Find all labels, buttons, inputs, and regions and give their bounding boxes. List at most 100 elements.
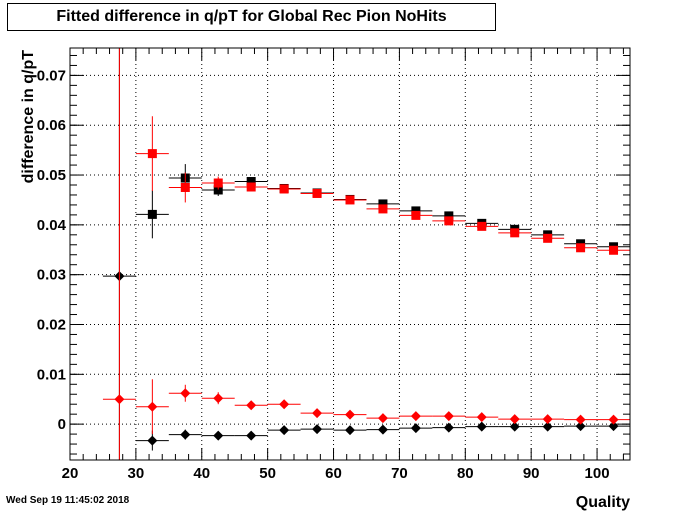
data-point	[168, 429, 202, 440]
data-point	[201, 176, 235, 190]
diamond-marker	[542, 421, 553, 432]
diamond-marker	[345, 409, 355, 420]
square-marker	[510, 228, 520, 238]
data-point	[267, 184, 301, 194]
diamond-marker	[345, 425, 355, 436]
data-point	[564, 243, 598, 253]
data-point	[234, 430, 268, 441]
diamond-marker	[147, 435, 158, 446]
y-tick-label: 0.04	[37, 217, 67, 234]
square-marker	[213, 185, 223, 195]
data-point	[135, 379, 169, 435]
diamond-marker	[608, 421, 619, 432]
chart-title: Fitted difference in q/pT for Global Rec…	[7, 3, 496, 31]
data-point	[168, 172, 202, 203]
square-marker	[609, 245, 619, 255]
diamond-marker	[410, 411, 421, 422]
data-point	[102, 48, 136, 460]
square-marker	[543, 233, 553, 243]
y-axis-title: difference in q/pT	[20, 50, 37, 184]
y-tick-label: 0	[58, 416, 66, 433]
data-point	[135, 116, 169, 191]
square-marker	[180, 182, 190, 192]
data-point	[432, 216, 466, 226]
square-marker	[444, 216, 454, 226]
data-point	[366, 413, 400, 424]
diamond-marker	[377, 424, 388, 435]
square-marker	[411, 210, 421, 220]
data-point	[564, 421, 598, 432]
data-point	[300, 188, 334, 198]
x-tick-label: 100	[585, 465, 610, 482]
square-marker	[147, 149, 157, 159]
diamond-marker	[213, 430, 224, 441]
x-tick-label: 90	[523, 465, 540, 482]
y-tick-label: 0.07	[37, 67, 66, 84]
data-point	[267, 425, 301, 436]
x-axis-title: Quality	[576, 494, 630, 511]
grid	[70, 48, 630, 460]
square-marker	[246, 182, 256, 192]
data-point	[531, 414, 565, 425]
square-marker	[477, 221, 487, 231]
data-point	[333, 409, 367, 420]
diamond-marker	[509, 414, 520, 425]
data-point	[465, 221, 499, 231]
diamond-marker	[180, 388, 191, 399]
x-tick-label: 60	[325, 465, 342, 482]
diamond-marker	[410, 423, 421, 434]
diamond-marker	[279, 425, 290, 436]
square-marker	[279, 184, 289, 194]
data-point	[597, 414, 630, 425]
data-point	[300, 408, 334, 419]
square-marker	[378, 199, 388, 209]
data-point	[597, 421, 630, 432]
diamond-marker	[279, 399, 290, 410]
diamond-marker	[476, 412, 487, 423]
data-point	[564, 414, 598, 425]
axis-ticks: 20 30 40 50 60 70 80 90 100 0 0.01 0.02 0.03 0.04 0.05…	[37, 48, 630, 482]
data-point	[432, 411, 466, 422]
timestamp: Wed Sep 19 11:45:02 2018	[6, 495, 130, 506]
data-points	[102, 48, 630, 460]
data-point	[366, 204, 400, 214]
diamond-marker	[147, 401, 158, 412]
x-tick-label: 20	[62, 465, 79, 482]
square-marker	[444, 211, 454, 221]
diamond-marker	[312, 408, 323, 419]
x-tick-label: 70	[391, 465, 408, 482]
diamond-marker	[509, 421, 520, 432]
square-marker	[378, 204, 388, 214]
data-point	[333, 195, 367, 205]
data-point	[135, 190, 169, 239]
diamond-marker	[443, 422, 454, 433]
data-point	[300, 424, 334, 435]
data-point	[399, 423, 433, 434]
data-point	[333, 425, 367, 436]
data-point	[234, 182, 268, 192]
y-tick-label: 0.03	[37, 267, 66, 284]
square-marker	[312, 188, 322, 198]
data-point	[201, 392, 235, 405]
square-marker	[345, 195, 355, 205]
data-point	[201, 430, 235, 441]
diamond-marker	[114, 394, 125, 405]
data-point	[498, 228, 532, 238]
data-point	[399, 210, 433, 220]
y-tick-label: 0.05	[37, 167, 66, 184]
diamond-marker	[213, 393, 224, 404]
diamond-marker	[246, 400, 257, 411]
y-tick-label: 0.01	[37, 366, 66, 383]
diamond-marker	[476, 421, 487, 432]
square-marker	[576, 243, 586, 253]
data-point	[498, 414, 532, 425]
data-point	[597, 245, 630, 255]
square-marker	[213, 178, 223, 188]
x-tick-label: 40	[193, 465, 210, 482]
data-point	[399, 411, 433, 422]
square-marker	[246, 177, 256, 187]
data-point	[498, 421, 532, 432]
diamond-marker	[246, 430, 257, 441]
data-point	[531, 233, 565, 243]
